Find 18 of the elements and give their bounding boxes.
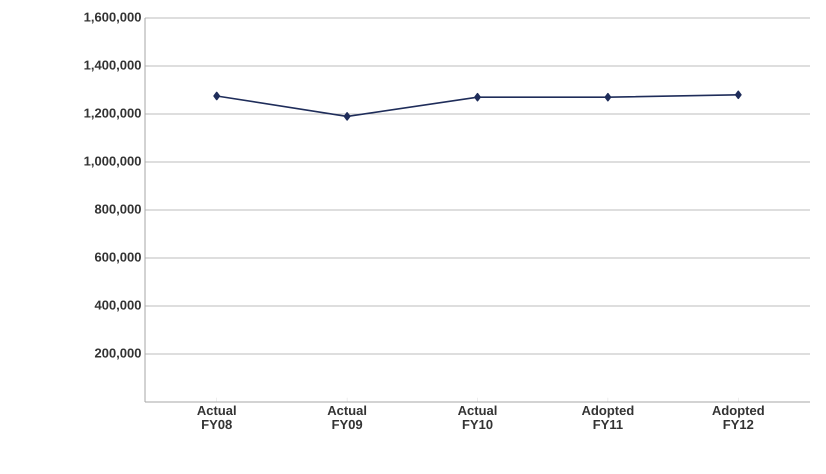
x-tick-label: Actual FY08: [197, 406, 236, 430]
y-tick-label: 200,000: [94, 348, 141, 360]
x-tick-label: Adopted FY12: [712, 406, 764, 429]
y-tick-label: 400,000: [94, 300, 141, 312]
x-tick-label: Adopted FY11: [582, 406, 634, 429]
y-tick-label: 800,000: [94, 204, 141, 216]
point: [734, 90, 742, 100]
y-tick-label: 1,400,000: [84, 60, 141, 72]
y-tick-label: 1,200,000: [84, 108, 141, 120]
point: [604, 92, 612, 102]
y-tick-label: 1,600,000: [84, 12, 141, 24]
y-tick-label: 600,000: [94, 252, 141, 264]
point: [344, 112, 351, 121]
point: [213, 92, 220, 100]
y-tick-label: 1,000,000: [84, 156, 141, 168]
x-tick-label: Actual FY10: [458, 406, 496, 430]
point: [474, 92, 481, 102]
x-tick-label: Actual FY09: [328, 406, 366, 430]
